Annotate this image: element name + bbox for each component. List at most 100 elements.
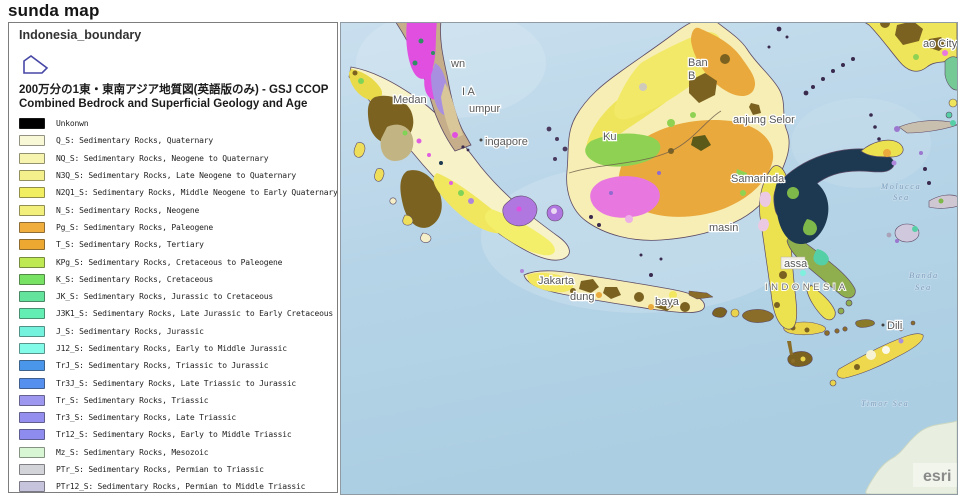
map-svg: esri wn Medan I A umpur ingapore Ku BanBanjung… [341,23,957,494]
legend-row-label: J3K1_S: Sedimentary Rocks, Late Jurassic… [56,309,333,319]
legend-swatch [19,239,45,251]
map-label-davao-city-fragment: ao City [923,38,957,50]
island-mindanao [803,23,957,141]
geology-layer-title: 200万分の1東・東南アジア地質図(英語版のみ) - GSJ CCOP Comb… [19,84,329,111]
legend-swatch [19,170,45,182]
map-label-timor-sea: Timor Sea [861,398,909,408]
attribution-text: esri [923,468,951,485]
legend-row-label: J_S: Sedimentary Rocks, Jurassic [56,326,204,336]
map-label-indonesia: INDONESIA [765,282,849,293]
island-borneo [566,23,790,241]
legend-swatch [19,187,45,199]
legend-swatch [19,221,45,233]
legend-swatch [19,325,45,337]
islands-maluku [886,56,957,243]
legend-swatch [19,429,45,441]
legend-row-label: NQ_S: Sedimentary Rocks, Neogene to Quat… [56,153,269,163]
map-label-molucca-sea-line1: Molucca [880,181,921,191]
legend-swatch [19,273,45,285]
attribution-badge [913,463,957,487]
legend-swatch [19,204,45,216]
map-label-samarinda: Samarinda [731,173,785,185]
island-sulawesi [758,139,904,363]
legend-swatch [19,377,45,389]
legend-swatch [19,118,45,130]
map-label-singapore-fragment: ingapore [485,136,528,148]
legend-row: JK_S: Sedimentary Rocks, Jurassic to Cre… [19,288,333,305]
legend-row: Unkonwn [19,115,333,132]
legend-row-label: N_S: Sedimentary Rocks, Neogene [56,205,200,215]
legend-row-label: Tr3_S: Sedimentary Rocks, Late Triassic [56,413,237,423]
legend-row: Tr3J_S: Sedimentary Rocks, Late Triassic… [19,374,333,391]
legend-row: Q_S: Sedimentary Rocks, Quaternary [19,132,333,149]
legend-row: TrJ_S: Sedimentary Rocks, Triassic to Ju… [19,357,333,374]
map-label-bandung-fragment: dung [570,291,594,303]
legend-swatch [19,343,45,354]
legend-swatch [19,481,45,492]
legend-swatch [19,394,45,406]
legend-swatch [19,360,45,372]
legend-swatch [19,152,45,164]
map-label-banda-sea-line2: Sea [915,282,932,292]
polygon-outline-icon [23,55,49,74]
legend-swatch [19,412,45,424]
legend-row-label: J12_S: Sedimentary Rocks, Early to Middl… [56,344,287,353]
islands-bangka-belitung [502,195,564,227]
legend-row-label: T_S: Sedimentary Rocks, Tertiary [56,240,204,250]
legend-row: N3Q_S: Sedimentary Rocks, Late Neogene t… [19,167,333,184]
island-java [520,269,714,314]
legend-row: KPg_S: Sedimentary Rocks, Cretaceous to … [19,253,333,270]
legend-panel: Indonesia_boundary 200万分の1東・東南アジア地質図(英語版… [8,22,338,493]
islands-lesser-sunda [712,307,924,387]
legend-row: Mz_S: Sedimentary Rocks, Mesozoic [19,444,333,461]
map-label-tanjung-selor-fragment: anjung Selor [733,114,795,126]
map-label-medan: Medan [393,94,427,106]
legend-row-label: Pg_S: Sedimentary Rocks, Paleogene [56,222,213,232]
legend-row-label: KPg_S: Sedimentary Rocks, Cretaceous to … [56,257,283,267]
legend-row-label: Tr_S: Sedimentary Rocks, Triassic [56,395,209,405]
islands-west-sumatra [353,142,432,243]
legend-row-label: Mz_S: Sedimentary Rocks, Mesozoic [56,447,209,457]
legend-row-label: N3Q_S: Sedimentary Rocks, Late Neogene t… [56,171,297,181]
legend-row: T_S: Sedimentary Rocks, Tertiary [19,236,333,253]
legend-row-label: TrJ_S: Sedimentary Rocks, Triassic to Ju… [56,361,269,371]
map-label-malaysia-fragment: I A [462,86,476,98]
map-label-banda-sea-line1: Banda [909,270,939,280]
islands-riau [546,126,573,163]
map-label-banjarmasin-fragment: masin [709,222,738,234]
legend-row: J3K1_S: Sedimentary Rocks, Late Jurassic… [19,305,333,322]
legend-row-label: PTr_S: Sedimentary Rocks, Permian to Tri… [56,465,264,475]
legend-swatch [19,135,45,147]
legend-swatch [19,291,45,303]
legend-row: K_S: Sedimentary Rocks, Cretaceous [19,271,333,288]
map-label-surabaya-fragment: baya [655,296,680,308]
legend-swatch [19,464,45,476]
legend-row-label: Tr12_S: Sedimentary Rocks, Early to Midd… [56,430,292,440]
map-label-molucca-sea-line2: Sea [893,192,910,202]
legend-row: N_S: Sedimentary Rocks, Neogene [19,201,333,218]
map-label-georgetown-fragment: wn [450,58,465,70]
legend-row-label: Q_S: Sedimentary Rocks, Quaternary [56,136,213,146]
legend-row: J12_S: Sedimentary Rocks, Early to Middl… [19,340,333,357]
map-label-dili: Dili [887,320,902,332]
map-label-kuching-fragment: Ku [603,131,616,143]
legend-row: PTr_S: Sedimentary Rocks, Permian to Tri… [19,461,333,478]
map-label-jakarta: Jakarta [538,275,575,287]
legend-row: Tr3_S: Sedimentary Rocks, Late Triassic [19,409,333,426]
map-label-bandar-fragment-line2: B [688,70,695,82]
legend-row-label: N2Q1_S: Sedimentary Rocks, Middle Neogen… [56,188,338,198]
legend-row-label: JK_S: Sedimentary Rocks, Jurassic to Cre… [56,292,273,302]
islands-natuna [767,26,789,49]
legend-row: NQ_S: Sedimentary Rocks, Neogene to Quat… [19,150,333,167]
legend-swatch [19,446,45,458]
legend-entries: Unkonwn Q_S: Sedimentary Rocks, Quaternar… [19,115,337,492]
legend-row: J_S: Sedimentary Rocks, Jurassic [19,323,333,340]
legend-row: N2Q1_S: Sedimentary Rocks, Middle Neogen… [19,184,337,201]
legend-swatch [19,308,45,320]
legend-row: PTr12_S: Sedimentary Rocks, Permian to M… [19,478,333,492]
legend-row: Tr_S: Sedimentary Rocks, Triassic [19,392,333,409]
legend-row-label: Unkonwn [56,119,89,129]
map-label-bandar-fragment-line1: Ban [688,57,708,69]
